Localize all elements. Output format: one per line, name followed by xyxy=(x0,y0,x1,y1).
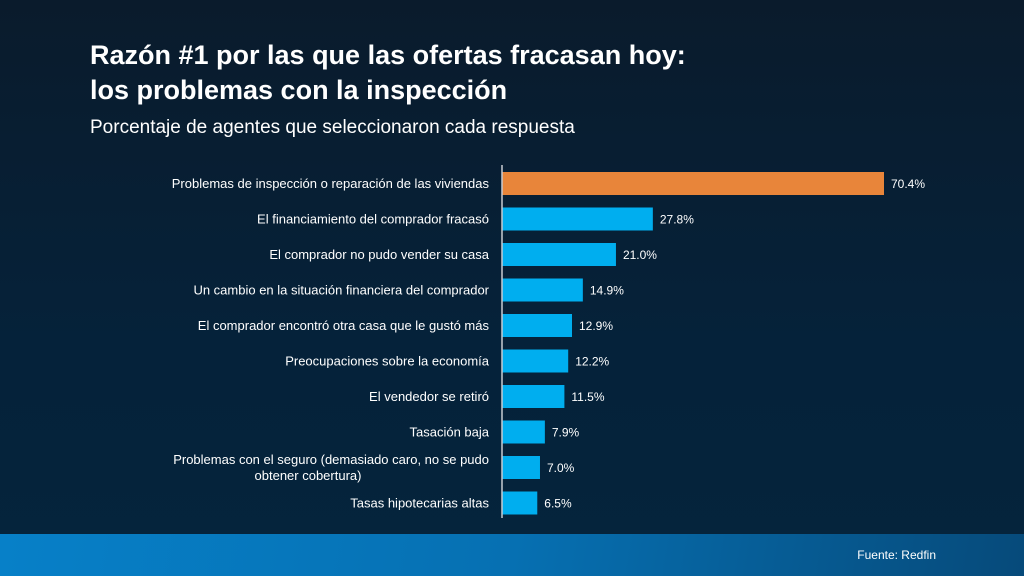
bar xyxy=(502,456,540,479)
data-label: 11.5% xyxy=(571,390,604,404)
bar xyxy=(502,349,569,373)
category-label: Tasas hipotecarias altas xyxy=(350,496,489,511)
data-label: 70.4% xyxy=(891,177,925,191)
category-label: Tasación baja xyxy=(410,425,490,440)
source-note: Fuente: Redfin xyxy=(857,548,936,562)
data-label: 27.8% xyxy=(660,213,694,227)
category-label: El financiamiento del comprador fracasó xyxy=(257,212,489,227)
bar xyxy=(502,385,565,408)
chart-subtitle: Porcentaje de agentes que seleccionaron … xyxy=(90,117,575,138)
category-label: El comprador no pudo vender su casa xyxy=(269,247,489,262)
category-label: Preocupaciones sobre la economía xyxy=(285,354,490,369)
category-label: Problemas de inspección o reparación de … xyxy=(172,176,490,191)
data-label: 6.5% xyxy=(544,497,572,511)
bar xyxy=(502,207,653,231)
category-label: Problemas con el seguro (demasiado caro,… xyxy=(173,452,489,467)
title-line-2: los problemas con la inspección xyxy=(90,75,508,105)
data-label: 14.9% xyxy=(590,284,624,298)
bar xyxy=(502,243,616,266)
category-label: El vendedor se retiró xyxy=(369,389,489,404)
category-label: Un cambio en la situación financiera del… xyxy=(193,283,489,298)
category-label: El comprador encontró otra casa que le g… xyxy=(198,318,490,333)
category-label: obtener cobertura) xyxy=(255,468,362,483)
bar xyxy=(502,172,884,195)
bar xyxy=(502,420,545,444)
data-label: 21.0% xyxy=(623,248,657,262)
data-label: 7.9% xyxy=(552,426,580,440)
data-label: 12.9% xyxy=(579,319,613,333)
data-label: 7.0% xyxy=(547,461,575,475)
data-label: 12.2% xyxy=(575,355,609,369)
bar xyxy=(502,491,538,515)
bar xyxy=(502,314,572,337)
bar xyxy=(502,278,583,302)
title-line-1: Razón #1 por las que las ofertas fracasa… xyxy=(90,40,686,70)
chart-title: Razón #1 por las que las ofertas fracasa… xyxy=(90,38,686,108)
footer-band: Fuente: Redfin xyxy=(0,534,1024,576)
